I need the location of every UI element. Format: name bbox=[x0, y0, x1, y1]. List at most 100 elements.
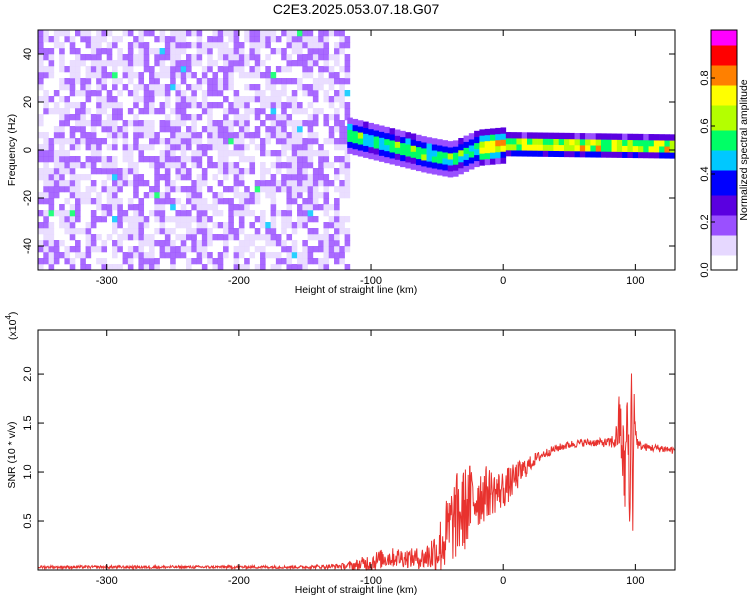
colorbar-swatch bbox=[711, 90, 737, 96]
spectrogram-cell bbox=[659, 140, 665, 147]
spectrogram-cell bbox=[154, 162, 160, 169]
snr-y-label: SNR (10 * v/v) bbox=[6, 421, 18, 488]
spectrogram-cell bbox=[186, 102, 192, 109]
spectrogram-cell bbox=[43, 240, 49, 247]
spectrogram-cell bbox=[196, 42, 203, 49]
spectrogram-cell bbox=[112, 246, 118, 253]
spectrogram-cell bbox=[669, 134, 676, 141]
spectrogram-cell bbox=[339, 138, 345, 145]
spectrogram-cell bbox=[48, 60, 55, 67]
spectrogram-cell bbox=[112, 156, 118, 163]
spectrogram-cell bbox=[85, 138, 92, 145]
spectrogram-cell bbox=[318, 246, 324, 253]
spectrogram-cell bbox=[191, 120, 197, 127]
spectrogram-cell bbox=[154, 48, 160, 55]
spectrogram-cell bbox=[244, 144, 250, 151]
spectrogram-cell bbox=[238, 132, 245, 139]
spectrogram-cell bbox=[569, 144, 575, 152]
spectrogram-cell bbox=[90, 168, 97, 175]
spectrogram-cell bbox=[191, 228, 197, 235]
spectrogram-cell bbox=[106, 60, 113, 67]
spectrogram-cell bbox=[270, 252, 277, 259]
spectrogram-cell bbox=[196, 36, 203, 43]
spectrogram-cell bbox=[201, 264, 208, 271]
colorbar-swatch bbox=[711, 55, 737, 61]
spectrogram-cell bbox=[344, 240, 351, 247]
spectrogram-cell bbox=[38, 114, 44, 121]
spectrogram-cell bbox=[117, 78, 123, 85]
spectrogram-cell bbox=[384, 144, 390, 152]
spectrogram-cell bbox=[207, 144, 213, 151]
spectrogram-cell bbox=[463, 147, 470, 154]
spectrogram-cell bbox=[344, 102, 351, 109]
spectrogram-cell bbox=[489, 158, 496, 165]
spectrogram-cell bbox=[281, 240, 287, 247]
spectrogram-cell bbox=[186, 186, 192, 193]
spectrogram-cell bbox=[106, 114, 113, 121]
spectrogram-cell bbox=[154, 132, 160, 139]
spectrogram-cell bbox=[328, 246, 335, 253]
spectrogram-cell bbox=[286, 30, 293, 37]
spectrogram-cell bbox=[291, 198, 298, 205]
spectrogram-cell bbox=[85, 174, 92, 181]
spectrogram-cell bbox=[410, 139, 417, 146]
spectrogram-cell bbox=[297, 144, 303, 151]
spectrogram-cell bbox=[59, 108, 65, 115]
spectrogram-cell bbox=[53, 30, 60, 37]
spectrogram-cell bbox=[238, 252, 245, 259]
spectrogram-cell bbox=[421, 154, 427, 161]
colorbar-swatch bbox=[711, 80, 737, 86]
spectrogram-cell bbox=[223, 138, 229, 145]
spectrogram-cell bbox=[254, 234, 261, 241]
spectrogram-cell bbox=[648, 152, 655, 159]
spectrogram-cell bbox=[175, 60, 182, 67]
spectrogram-cell bbox=[59, 210, 65, 217]
spectrogram-cell bbox=[90, 90, 97, 97]
spectrogram-cell bbox=[175, 48, 182, 55]
spectrogram-cell bbox=[238, 228, 245, 235]
snr-frame bbox=[37, 329, 676, 571]
spectrogram-cell bbox=[328, 126, 335, 133]
spectrogram-cell bbox=[122, 144, 129, 151]
spectrogram-cell bbox=[48, 144, 55, 151]
spectrogram-cell bbox=[143, 240, 150, 247]
spectrogram-cell bbox=[101, 120, 108, 127]
spectrogram-cell bbox=[468, 157, 475, 164]
spectrogram-cell bbox=[328, 78, 335, 85]
spectrogram-cell bbox=[170, 108, 176, 115]
spectrogram-cell bbox=[249, 42, 256, 49]
spectrogram-cell bbox=[228, 126, 234, 133]
spectrogram-cell bbox=[323, 186, 330, 193]
spectrogram-cell bbox=[637, 133, 644, 141]
spectrogram-cell bbox=[442, 158, 448, 165]
spectrogram-cell bbox=[270, 204, 277, 211]
spectrogram-cell bbox=[180, 168, 187, 175]
spectrogram-cell bbox=[53, 246, 60, 253]
spectrogram-cell bbox=[154, 72, 160, 79]
spectrogram-cell bbox=[154, 60, 160, 67]
spectrogram-cell bbox=[281, 30, 287, 37]
spectrogram-cell bbox=[43, 210, 49, 217]
spectrogram-cell bbox=[217, 48, 224, 55]
spectrogram-cell bbox=[164, 138, 171, 145]
spectrogram-cell bbox=[516, 150, 522, 157]
spectrogram-cell bbox=[53, 132, 60, 139]
spectrogram-cell bbox=[127, 48, 134, 55]
spectrogram-cell bbox=[334, 90, 340, 97]
spectrogram-cell bbox=[191, 162, 197, 169]
spectrogram-cell bbox=[64, 84, 71, 91]
spectrogram-cell bbox=[344, 168, 351, 175]
spectrogram-cell bbox=[307, 234, 314, 241]
spectrogram-cell bbox=[312, 84, 319, 91]
spectrogram-cell bbox=[323, 162, 330, 169]
spectrogram-cell bbox=[339, 66, 345, 73]
spectrogram-cell bbox=[307, 198, 314, 205]
spectrogram-cell bbox=[64, 102, 71, 109]
spectrogram-cell bbox=[201, 108, 208, 115]
spectrogram-cell bbox=[143, 66, 150, 73]
spectrogram-cell bbox=[228, 234, 234, 241]
spectrogram-cell bbox=[378, 143, 385, 150]
spectrogram-cell bbox=[133, 210, 139, 217]
spectrogram-cell bbox=[334, 144, 340, 151]
spectrogram-cell bbox=[85, 234, 92, 241]
